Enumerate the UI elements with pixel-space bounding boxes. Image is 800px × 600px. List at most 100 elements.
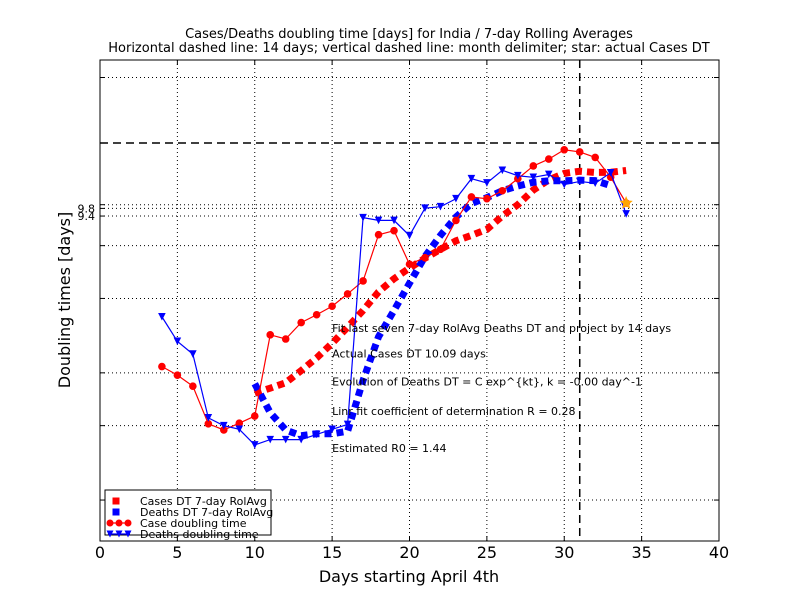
x-axis-ticks: 0 5 10 15 20 25 30 35 40 <box>95 60 729 562</box>
data-point <box>235 425 244 434</box>
data-point <box>328 425 336 434</box>
data-point <box>343 420 352 429</box>
data-point <box>622 210 630 218</box>
legend-label: Deaths doubling time <box>140 528 259 541</box>
legend-marker <box>115 519 123 527</box>
legend-marker <box>112 508 120 516</box>
data-point <box>281 435 290 444</box>
data-point <box>266 435 275 444</box>
actual-cases-dt-star <box>619 196 633 209</box>
data-point <box>250 441 259 449</box>
data-point <box>374 216 383 225</box>
data-point <box>390 216 398 225</box>
legend-label: Deaths DT 7-day RolAvg <box>140 506 273 519</box>
data-point <box>421 204 429 213</box>
x-tick-label: 25 <box>477 543 497 562</box>
data-point <box>436 245 445 254</box>
y-tick-label: 9.8 <box>78 202 96 215</box>
data-point <box>359 213 367 222</box>
data-point <box>575 148 584 156</box>
data-point <box>173 371 182 379</box>
chart-subtitle: Horizontal dashed line: 14 days; vertica… <box>108 41 710 56</box>
data-point <box>220 426 228 434</box>
legend-marker <box>124 519 132 527</box>
data-point <box>591 179 599 188</box>
data-point <box>204 420 213 428</box>
data-point <box>405 260 414 269</box>
data-point <box>436 202 445 211</box>
data-point <box>575 177 584 186</box>
data-point <box>266 331 275 339</box>
data-point <box>544 170 553 179</box>
data-point <box>529 162 538 170</box>
data-point <box>591 153 599 162</box>
data-point <box>560 180 569 189</box>
data-point <box>544 155 553 163</box>
legend-marker <box>112 497 120 505</box>
data-point <box>421 253 429 262</box>
data-point <box>467 174 476 183</box>
x-axis-label: Days starting April 4th <box>319 567 499 586</box>
data-point <box>173 337 182 346</box>
data-point <box>560 145 569 154</box>
x-tick-label: 5 <box>172 543 182 562</box>
legend-marker <box>106 530 114 538</box>
data-point <box>250 412 259 420</box>
data-point <box>359 277 367 285</box>
data-point <box>312 430 321 439</box>
x-tick-label: 10 <box>245 543 265 562</box>
data-point <box>483 194 491 203</box>
series-layer <box>158 145 633 449</box>
data-point <box>297 318 305 327</box>
annotation-text: Fit last seven 7-day RolAvg Deaths DT an… <box>332 322 671 335</box>
x-tick-label: 30 <box>554 543 574 562</box>
data-point <box>452 194 460 203</box>
data-point <box>235 419 244 428</box>
legend-marker <box>106 519 114 527</box>
data-point <box>483 179 491 187</box>
annotation-text: Evolution of Deaths DT = C exp^{kt}, k =… <box>332 376 642 389</box>
y-axis-ticks: 9.89.4 <box>78 76 719 501</box>
data-point <box>467 193 476 201</box>
data-point <box>189 350 197 358</box>
data-point <box>606 168 615 177</box>
annotation-text: Linr fit coefficient of determination R … <box>332 405 575 418</box>
x-tick-label: 15 <box>322 543 342 562</box>
annotation-text: Estimated R0 = 1.44 <box>332 442 446 455</box>
grid-lines <box>100 60 719 541</box>
data-point <box>529 173 538 182</box>
reference-lines <box>100 60 719 541</box>
data-point <box>343 290 352 298</box>
data-point <box>390 226 398 235</box>
x-tick-label: 0 <box>95 543 105 562</box>
x-tick-label: 40 <box>709 543 729 562</box>
legend-label: Cases DT 7-day RolAvg <box>140 495 267 508</box>
x-tick-label: 35 <box>631 543 651 562</box>
data-point <box>220 421 228 430</box>
data-point <box>498 186 507 195</box>
y-axis-label: Doubling times [days] <box>55 212 74 389</box>
data-point <box>374 230 383 239</box>
data-point <box>281 335 290 343</box>
legend-marker <box>115 530 123 538</box>
data-point <box>312 310 321 319</box>
series-line <box>161 169 627 446</box>
data-point <box>514 171 522 180</box>
data-point <box>498 166 507 175</box>
data-point <box>297 435 305 444</box>
data-point <box>405 231 414 240</box>
data-point <box>189 382 197 390</box>
series-line <box>253 166 627 397</box>
series-line <box>251 176 612 440</box>
legend-marker <box>124 530 132 538</box>
x-tick-label: 20 <box>399 543 419 562</box>
annotations: Fit last seven 7-day RolAvg Deaths DT an… <box>332 322 671 455</box>
legend-box <box>104 489 272 536</box>
chart-title: Cases/Deaths doubling time [days] for In… <box>185 27 633 42</box>
y-tick-label: 9.4 <box>78 210 96 223</box>
data-point <box>158 312 166 321</box>
data-point <box>452 216 460 225</box>
data-point <box>204 414 213 422</box>
